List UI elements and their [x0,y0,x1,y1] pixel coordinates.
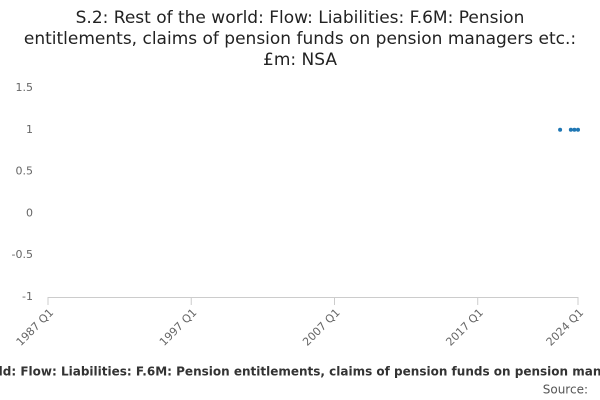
point [558,127,563,132]
y-tick-label: -1 [22,290,33,303]
source-label: Source: [543,383,588,397]
y-tick-label: 0 [26,206,33,219]
point [568,127,573,132]
point [572,127,577,132]
y-tick-label: 0.5 [16,165,34,178]
point [576,127,580,132]
y-tick-label: 1 [26,123,33,136]
chart-title: S.2: Rest of the world: Flow: Liabilitie… [23,8,577,70]
y-tick-label: -0.5 [12,248,33,261]
y-tick-label: 1.5 [16,81,34,94]
x-tick-label: 1997 Q1 [157,306,200,349]
x-tick-label: 2024 Q1 [544,306,587,349]
footer-label: S.2: Rest of the world: Flow: Liabilitie… [0,365,600,379]
x-tick-label: 2017 Q1 [443,306,486,349]
x-tick-label: 2007 Q1 [300,306,343,349]
x-tick-label: 1987 Q1 [14,306,57,349]
